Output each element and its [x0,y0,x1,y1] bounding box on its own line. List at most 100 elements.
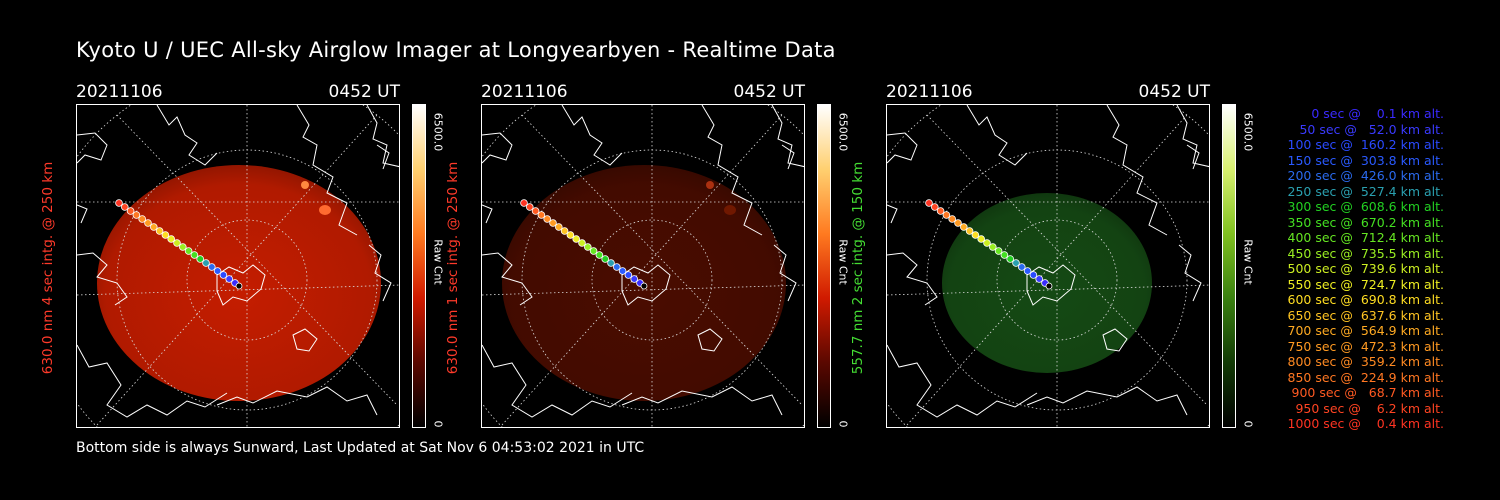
trajectory [115,199,243,290]
colorbar [1222,104,1236,428]
legend-entry: 650 sec @ 637.6 km alt. [1283,307,1445,323]
trajectory-point [115,199,123,207]
trajectory-point [525,203,534,211]
trajectory-point [549,219,557,227]
trajectory-point [219,271,228,279]
trajectory-point [138,215,146,223]
trajectory-point [942,211,951,219]
trajectory-point [1035,275,1044,283]
trajectory-point [989,243,997,251]
allsky-image [482,105,804,427]
allsky-image [77,105,399,427]
airglow-panel-1: 20211106 0452 UT 630.0 nm 4 sec intg. @ … [40,82,445,432]
trajectory-point [572,235,580,243]
legend-entry: 0 sec @ 0.1 km alt. [1299,106,1444,121]
impact-point [640,282,648,290]
trajectory-point [179,243,187,251]
trajectory-point [543,215,551,223]
legend-entry: 200 sec @ 426.0 km alt. [1283,168,1445,183]
trajectory-point [936,207,945,215]
legend-entry: 550 sec @ 724.7 km alt. [1283,276,1445,292]
trajectory-point [196,255,204,263]
trajectory-point [155,227,164,235]
trajectory-point [184,247,193,255]
trajectory-point [584,243,592,251]
trajectory-point [624,271,633,279]
impact-point [1045,282,1053,290]
trajectory-point [971,231,980,239]
legend-entry: 400 sec @ 712.4 km alt. [1283,230,1445,245]
coastline [482,105,804,418]
trajectory-point [578,239,586,247]
legend-entry: 900 sec @ 68.7 km alt. [1287,385,1444,400]
trajectory-point [613,263,621,271]
trajectory-point [607,259,615,267]
allsky-image [887,105,1209,427]
trajectory-point [954,219,962,227]
trajectory-point [150,223,158,231]
trajectory-point [601,255,609,263]
legend-entry: 850 sec @ 224.9 km alt. [1283,369,1445,385]
trajectory-point [144,219,152,227]
panel-date: 20211106 [481,82,568,102]
panel-time: 0452 UT [733,82,806,102]
trajectory-point [202,259,210,267]
trajectory-point [1018,263,1026,271]
trajectory [520,199,648,290]
trajectory-legend: 0 sec @ 0.1 km alt. 50 sec @ 52.0 km alt… [1262,106,1445,432]
bright-spot [724,205,736,215]
airglow-panel-2: 20211106 0452 UT 630.0 nm 1 sec intg. @ … [445,82,850,432]
panel-time: 0452 UT [328,82,401,102]
trajectory-point [977,235,985,243]
trajectory-point [208,263,216,271]
trajectory-point [630,275,639,283]
panel-ylabel-text: 630.0 nm 4 sec intg. @ 250 km [40,161,56,375]
bright-spot [706,181,714,189]
airglow-panel-3: 20211106 0452 UT 557.7 nm 2 sec intg. @ … [850,82,1255,432]
panel-date: 20211106 [76,82,163,102]
legend-entry: 800 sec @ 359.2 km alt. [1283,354,1445,369]
trajectory-point [1029,271,1038,279]
trajectory-point [560,227,569,235]
footer-status: Bottom side is always Sunward, Last Upda… [76,440,645,456]
trajectory-point [120,203,129,211]
legend-entry: 450 sec @ 735.5 km alt. [1283,245,1445,261]
trajectory-point [126,207,135,215]
trajectory-point [555,223,563,231]
trajectory-point [173,239,181,247]
page-title: Kyoto U / UEC All-sky Airglow Imager at … [76,38,836,62]
legend-entry: 1000 sec @ 0.4 km alt. [1287,416,1444,431]
allsky-image-frame [76,104,400,428]
trajectory-point [960,223,968,231]
trajectory-point [225,275,234,283]
trajectory-point [1006,255,1014,263]
trajectory [925,199,1053,290]
trajectory-point [595,251,604,259]
trajectory-point [520,199,528,207]
allsky-image-frame [886,104,1210,428]
legend-entry: 300 sec @ 608.6 km alt. [1283,199,1445,214]
bright-spot [319,205,331,215]
coastline [77,105,399,418]
impact-point [235,282,243,290]
panel-ylabel-text: 557.7 nm 2 sec intg. @ 150 km [850,161,866,375]
trajectory-point [161,231,170,239]
legend-entry: 50 sec @ 52.0 km alt. [1291,121,1444,137]
trajectory-point [167,235,175,243]
trajectory-point [1000,251,1009,259]
legend-entry: 700 sec @ 564.9 km alt. [1283,323,1445,338]
trajectory-point [965,227,974,235]
trajectory-point [930,203,939,211]
panel-date: 20211106 [886,82,973,102]
panel-time: 0452 UT [1138,82,1211,102]
trajectory-point [531,207,540,215]
bright-spot [301,181,309,189]
legend-entry: 600 sec @ 690.8 km alt. [1283,292,1445,307]
trajectory-point [566,231,575,239]
trajectory-point [1023,267,1032,275]
legend-entry: 750 sec @ 472.3 km alt. [1283,338,1445,354]
trajectory-point [925,199,933,207]
trajectory-point [589,247,598,255]
trajectory-point [983,239,991,247]
coastline [887,105,1209,418]
